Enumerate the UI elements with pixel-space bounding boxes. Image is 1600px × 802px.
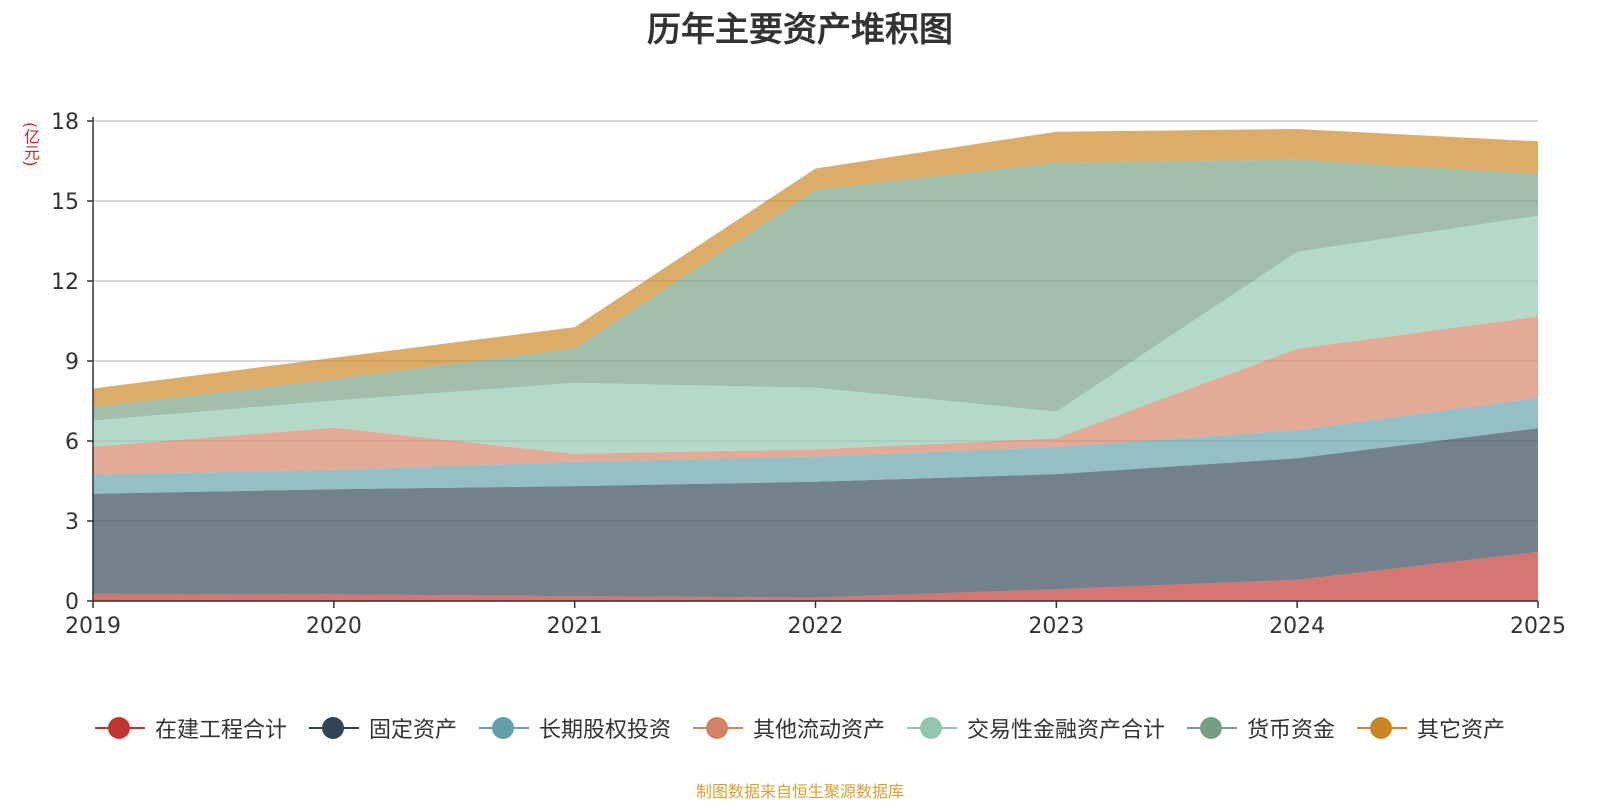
y-tick-label: 18 (51, 110, 79, 135)
area-series-2 (93, 428, 1538, 598)
legend-label: 固定资产 (368, 718, 457, 743)
area-series-4 (93, 316, 1538, 475)
legend-item-4[interactable]: 其他流动资产 (692, 712, 885, 744)
x-tick-label: 2025 (1510, 614, 1566, 639)
legend-item-2[interactable]: 固定资产 (308, 712, 457, 744)
y-tick-label: 9 (65, 350, 79, 375)
area-series-1 (93, 551, 1538, 601)
legend-item-5[interactable]: 交易性金融资产合计 (907, 712, 1165, 744)
y-tick-label: 6 (65, 430, 79, 455)
stacked-area-chart: 0 3 6 9 12 15 18 2019 2020 2021 2022 2023 2024 2025 (51, 110, 1566, 639)
legend-item-6[interactable]: 货币资金 (1187, 712, 1335, 744)
x-tick-label: 2023 (1028, 614, 1084, 639)
legend-item-1[interactable]: 在建工程合计 (94, 712, 287, 744)
legend-label: 在建工程合计 (154, 718, 287, 743)
legend-item-7[interactable]: 其它资产 (1357, 712, 1505, 744)
legend-label: 货币资金 (1247, 718, 1336, 743)
legend-marker-icon (308, 716, 359, 740)
legend: 在建工程合计 固定资产 长期股权投资 其他流动资产 交易性金融资产合计 货币资金 其它资产 (0, 712, 1600, 744)
x-tick-label: 2022 (788, 614, 844, 639)
y-tick-label: 0 (65, 590, 79, 615)
legend-marker-icon (907, 716, 957, 740)
x-tick-label: 2021 (547, 614, 603, 639)
legend-marker-icon (1187, 716, 1238, 740)
legend-item-3[interactable]: 长期股权投资 (478, 712, 671, 744)
area-series-6 (93, 159, 1538, 421)
area-series-5 (93, 215, 1538, 454)
source-note: 制图数据来自恒生聚源数据库 (695, 782, 904, 801)
axes: 0 3 6 9 12 15 18 2019 2020 2021 2022 2023 2024 2025 (51, 110, 1566, 639)
legend-label: 长期股权投资 (538, 718, 671, 743)
y-tick-label: 3 (65, 510, 79, 535)
legend-marker-icon (692, 716, 743, 740)
chart-title: 历年主要资产堆积图 (647, 10, 953, 50)
legend-marker-icon (94, 716, 145, 740)
x-tick-label: 2020 (306, 614, 362, 639)
legend-marker-icon (1357, 716, 1408, 740)
area-series-7 (93, 129, 1538, 408)
legend-label: 其他流动资产 (752, 718, 885, 743)
x-tick-label: 2024 (1269, 614, 1325, 639)
legend-marker-icon (478, 716, 529, 740)
y-tick-label: 12 (51, 270, 79, 295)
legend-label: 交易性金融资产合计 (967, 718, 1166, 743)
area-series (93, 129, 1538, 601)
legend-label: 其它资产 (1417, 718, 1506, 743)
area-series-3 (93, 397, 1538, 494)
y-tick-label: 15 (51, 190, 79, 215)
x-tick-label: 2019 (65, 614, 121, 639)
y-axis-unit: (亿元) (21, 122, 40, 167)
